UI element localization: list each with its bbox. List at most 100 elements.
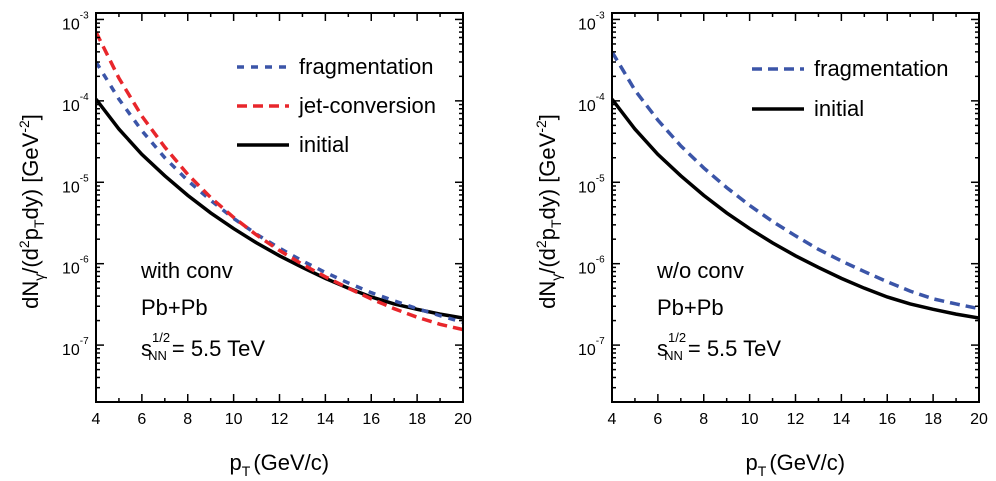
x-tick-label: 10 [225, 411, 243, 428]
series-line-jet-conversion [96, 31, 463, 332]
data-point-jet-conversion [278, 249, 281, 252]
y-tick-exponent: -6 [80, 255, 89, 266]
data-point-initial [748, 227, 751, 230]
y-tick-base: 10 [578, 179, 596, 196]
data-point-jet-conversion [186, 173, 189, 176]
y-axis-label-group: dNγ/(d2pTdy) [GeV-2] [16, 114, 47, 309]
x-tick-label: 12 [271, 411, 289, 428]
x-axis-label-sub: T [242, 463, 251, 479]
data-point-jet-conversion [117, 77, 120, 80]
y-tick-label: 10-5 [578, 173, 605, 196]
data-point-jet-conversion [347, 287, 350, 290]
x-tick-label: 10 [741, 411, 759, 428]
data-point-jet-conversion [232, 216, 235, 219]
data-point-initial [232, 227, 235, 230]
x-tick-label: 14 [832, 411, 850, 428]
data-point-fragmentation [886, 280, 889, 283]
y-label-part: dy) [GeV [18, 132, 43, 219]
data-point-jet-conversion [324, 275, 327, 278]
data-point-initial [633, 128, 636, 131]
data-point-fragmentation [416, 307, 419, 310]
data-point-fragmentation [656, 119, 659, 122]
y-tick-exponent: -4 [80, 92, 89, 103]
y-axis-label: dNγ/(d2pTdy) [GeV-2] [16, 114, 47, 309]
data-point-fragmentation [932, 297, 935, 300]
y-label-part: ] [18, 114, 43, 120]
data-point-initial [186, 194, 189, 197]
data-point-fragmentation [140, 129, 143, 132]
data-point-initial [117, 128, 120, 131]
legend-label-fragmentation: fragmentation [814, 56, 949, 81]
data-point-fragmentation [163, 156, 166, 159]
y-tick-exponent: -3 [80, 10, 89, 21]
y-label-part: p [18, 228, 43, 240]
data-point-jet-conversion [439, 323, 442, 326]
data-point-initial [140, 153, 143, 156]
y-label-sup-unit: -2 [533, 120, 549, 133]
series-line-initial [612, 98, 979, 320]
y-tick-exponent: -4 [596, 92, 605, 103]
y-label-part: /(d [18, 248, 43, 274]
x-tick-label: 4 [608, 411, 617, 428]
y-label-part: ] [535, 114, 560, 120]
data-point-fragmentation [702, 166, 705, 169]
data-point-initial [656, 153, 659, 156]
x-tick-label: 8 [699, 411, 708, 428]
y-label-part: dN [18, 281, 43, 309]
y-tick-label: 10-4 [578, 92, 605, 115]
y-tick-label: 10-7 [62, 336, 89, 359]
x-tick-label: 16 [878, 411, 896, 428]
x-tick-label: 20 [454, 411, 472, 428]
data-point-fragmentation [370, 291, 373, 294]
data-point-initial [932, 308, 935, 311]
system-label: Pb+Pb [657, 295, 724, 320]
data-point-initial [301, 266, 304, 269]
data-point-initial [702, 194, 705, 197]
y-tick-exponent: -6 [596, 255, 605, 266]
energy-sup: 1/2 [668, 330, 686, 345]
y-tick-base: 10 [62, 98, 80, 115]
data-point-jet-conversion [370, 297, 373, 300]
data-point-fragmentation [633, 89, 636, 92]
data-point-jet-conversion [255, 234, 258, 237]
data-point-fragmentation [771, 220, 774, 223]
data-point-fragmentation [840, 259, 843, 262]
data-point-initial [840, 277, 843, 280]
y-label-part: p [535, 228, 560, 240]
data-point-initial [771, 241, 774, 244]
scenario-label: with conv [140, 258, 233, 283]
y-tick-label: 10-3 [578, 10, 605, 33]
y-tick-base: 10 [578, 98, 596, 115]
energy-value: = 5.5 TeV [688, 336, 781, 361]
y-label-part: dN [535, 281, 560, 309]
data-point-fragmentation [186, 179, 189, 182]
data-point-jet-conversion [301, 263, 304, 266]
y-tick-label: 10-3 [62, 10, 89, 33]
data-point-initial [909, 302, 912, 305]
x-axis-label-unit: (GeV/c) [769, 450, 845, 475]
x-tick-label: 14 [316, 411, 334, 428]
data-point-fragmentation [324, 271, 327, 274]
data-point-initial [679, 174, 682, 177]
x-axis-label: pT (GeV/c) [746, 450, 846, 479]
data-point-fragmentation [748, 204, 751, 207]
energy-value: = 5.5 TeV [172, 336, 265, 361]
legend-label-fragmentation: fragmentation [299, 54, 434, 79]
energy-label: s1/2 NN = 5.5 TeV [141, 330, 265, 363]
y-label-sup: 2 [16, 240, 32, 248]
data-point-fragmentation [117, 98, 120, 101]
y-tick-label: 10-6 [578, 255, 605, 278]
y-axis-label-group: dNγ/(d2pTdy) [GeV-2] [533, 114, 564, 309]
series-line-fragmentation [612, 50, 979, 311]
data-point-fragmentation [301, 259, 304, 262]
y-label-sub-T: T [548, 219, 564, 228]
y-tick-exponent: -5 [596, 173, 605, 184]
data-point-jet-conversion [416, 316, 419, 319]
data-point-initial [886, 295, 889, 298]
y-label-part: /(d [535, 248, 560, 274]
y-label-sub-gamma: γ [31, 274, 47, 281]
y-tick-label: 10-7 [578, 336, 605, 359]
x-tick-label: 20 [970, 411, 988, 428]
